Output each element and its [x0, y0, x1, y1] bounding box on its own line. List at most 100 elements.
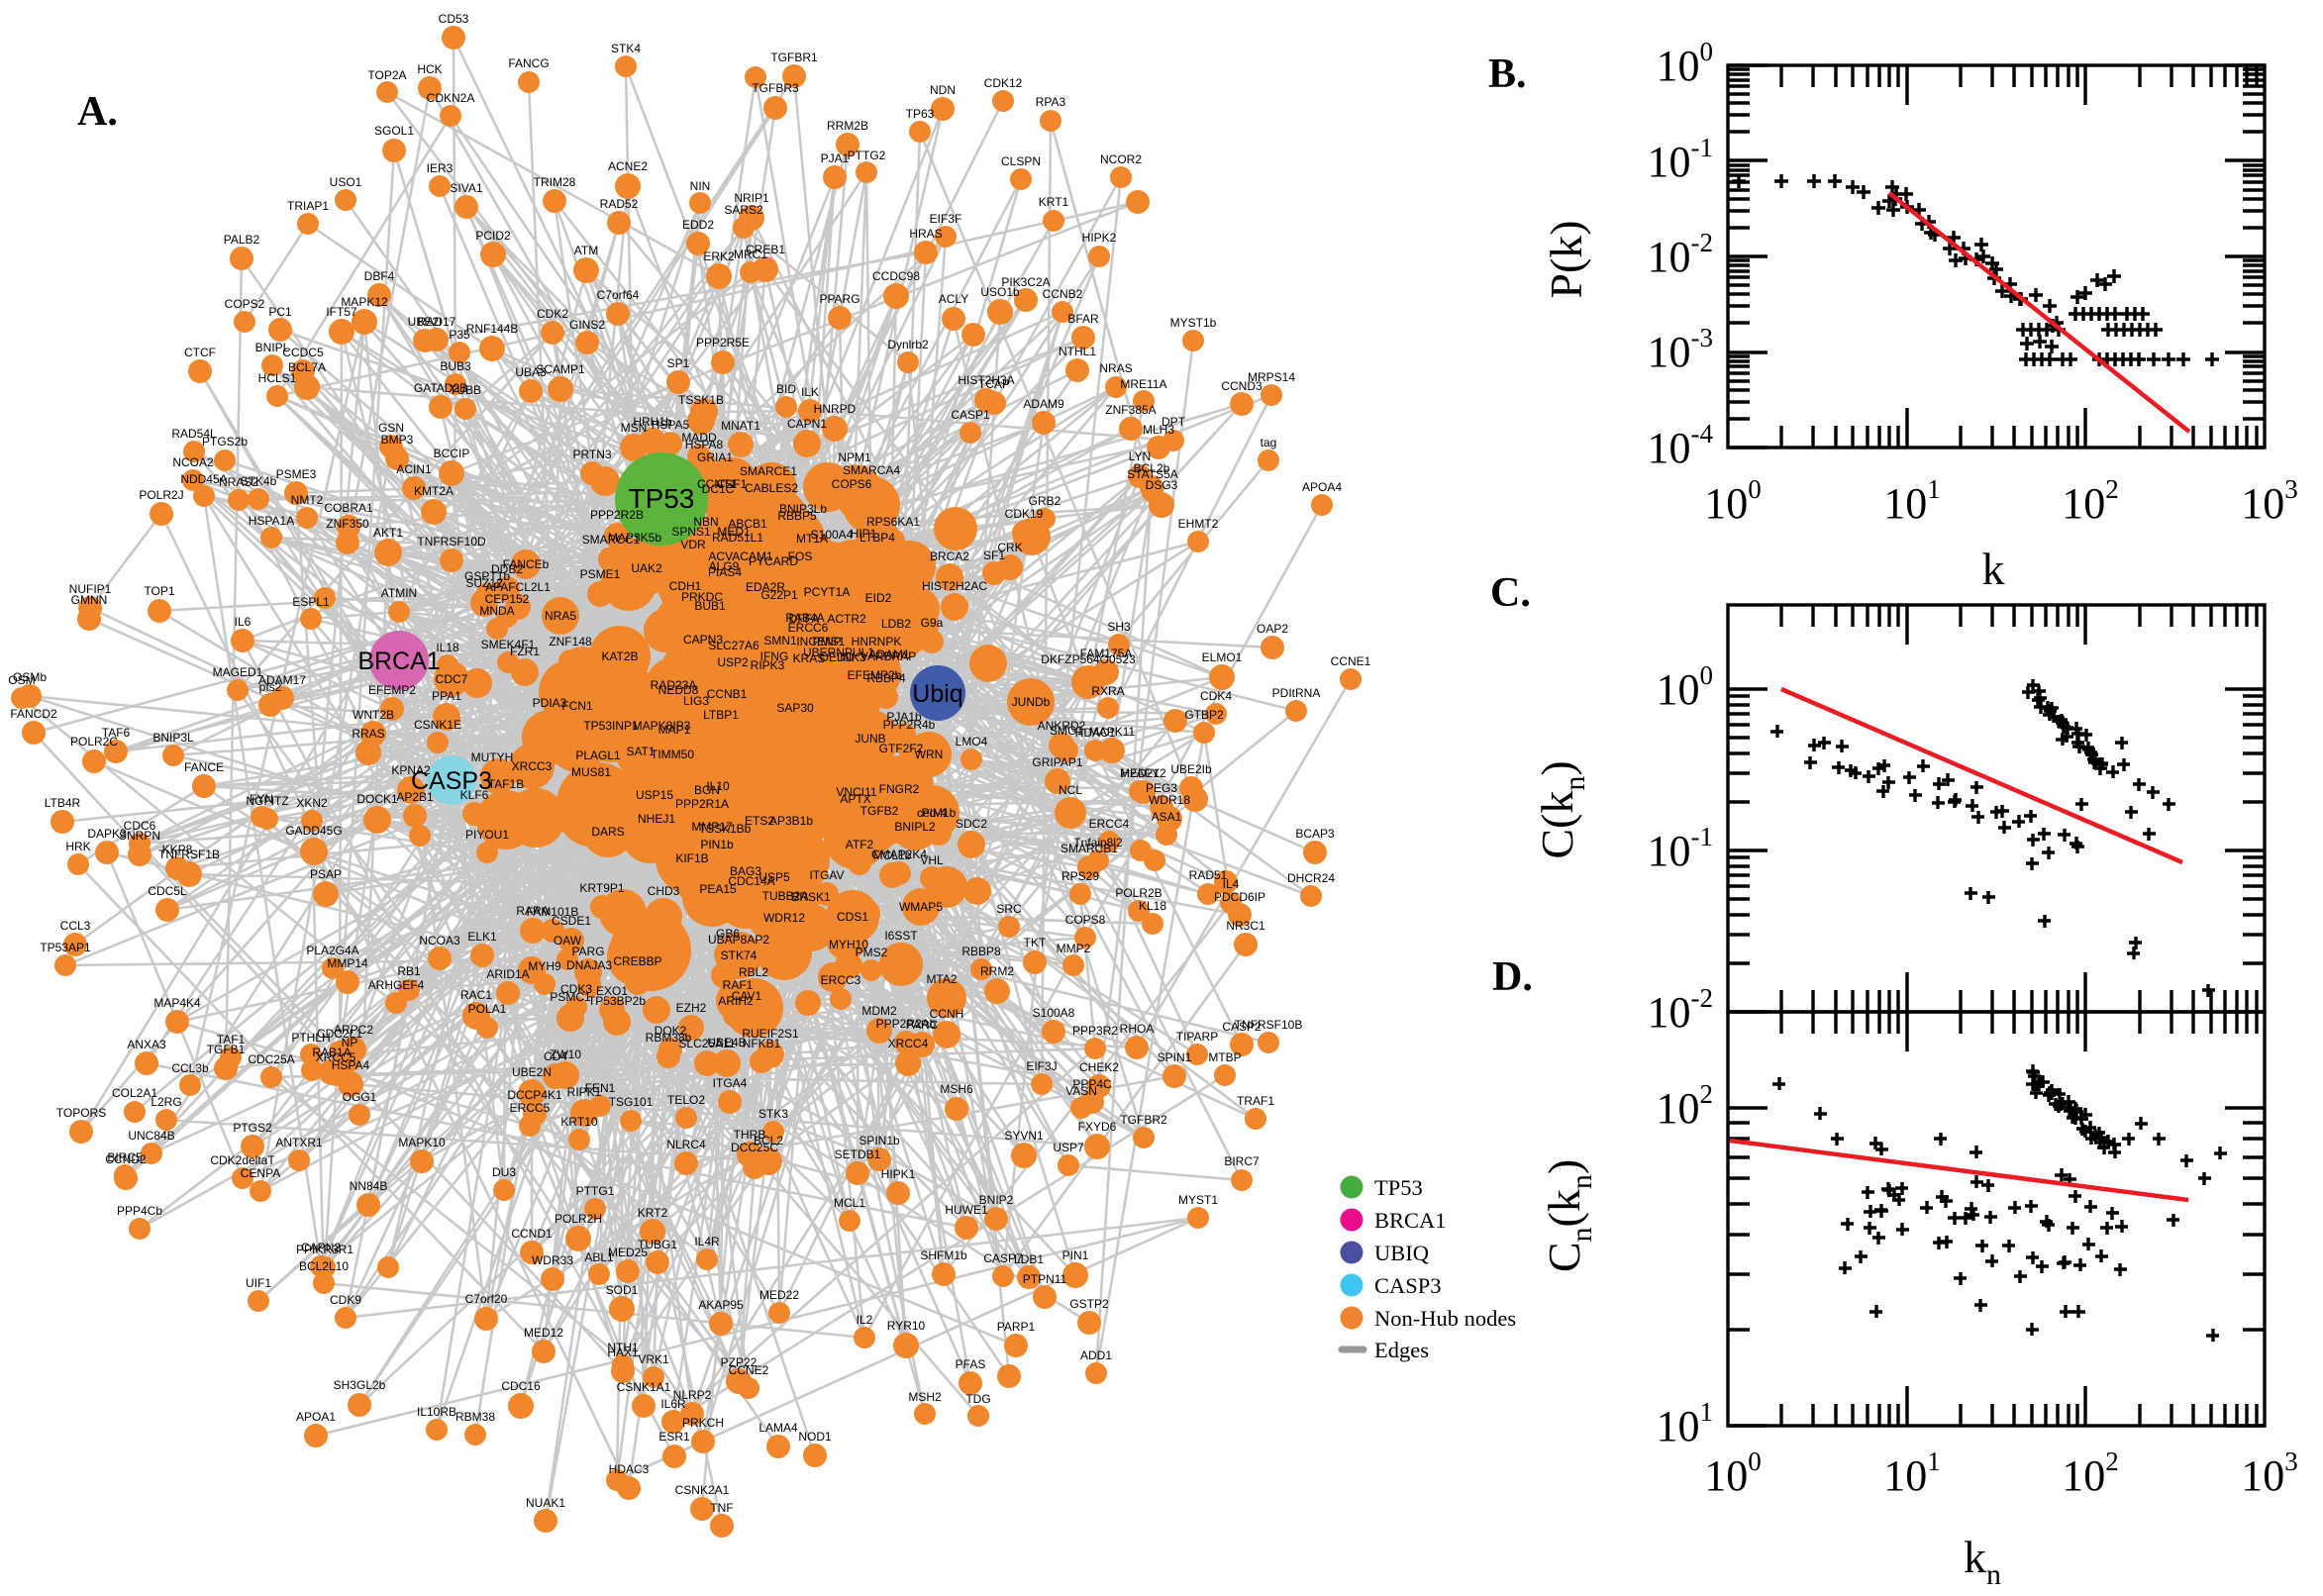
svg-text:PEA15: PEA15: [699, 882, 737, 896]
svg-text:BCL2: BCL2: [754, 1134, 783, 1147]
svg-text:CCDC5: CCDC5: [282, 346, 324, 359]
svg-text:APOA1: APOA1: [296, 1410, 336, 1424]
svg-text:TIPARP: TIPARP: [1176, 1030, 1218, 1044]
svg-text:TRAF1: TRAF1: [1237, 1094, 1274, 1108]
svg-text:C7orf20: C7orf20: [465, 1292, 508, 1306]
svg-text:RPS6KA1: RPS6KA1: [866, 515, 920, 529]
svg-text:HSPA4: HSPA4: [332, 1058, 370, 1072]
svg-text:SYVN1: SYVN1: [1004, 1129, 1044, 1143]
svg-text:SAT1: SAT1: [626, 745, 655, 758]
svg-text:ABL1: ABL1: [584, 1250, 614, 1264]
svg-text:RXRA: RXRA: [1091, 684, 1124, 698]
svg-text:S100A4: S100A4: [811, 528, 854, 542]
svg-text:CHEK2: CHEK2: [1079, 1060, 1119, 1074]
svg-text:RAF1: RAF1: [723, 978, 754, 992]
svg-text:DU3: DU3: [492, 1165, 516, 1179]
svg-text:PPP3R2: PPP3R2: [1072, 1024, 1118, 1038]
svg-text:BCAP3: BCAP3: [1295, 827, 1335, 841]
svg-text:SMG1: SMG1: [1050, 724, 1083, 738]
svg-text:CCNT1: CCNT1: [697, 477, 737, 491]
svg-text:SMARCA4: SMARCA4: [843, 463, 900, 477]
svg-text:HIP1: HIP1: [851, 527, 877, 541]
svg-text:BAG3: BAG3: [730, 864, 761, 878]
svg-text:WDR18: WDR18: [1149, 793, 1190, 807]
svg-text:PTTG1: PTTG1: [576, 1184, 615, 1198]
svg-text:IL18: IL18: [436, 641, 459, 654]
svg-text:IL2: IL2: [857, 1313, 873, 1327]
svg-text:MED25: MED25: [608, 1246, 648, 1259]
svg-text:MNDA: MNDA: [479, 604, 514, 618]
svg-text:NHEJ1: NHEJ1: [638, 812, 675, 826]
svg-text:CCNE2: CCNE2: [729, 1363, 769, 1377]
svg-text:LAMA4: LAMA4: [758, 1421, 798, 1435]
svg-text:KIF1B: KIF1B: [675, 851, 708, 865]
svg-text:PMS1: PMS1: [813, 635, 846, 648]
svg-text:KLF6: KLF6: [460, 788, 489, 802]
svg-text:PJA1b: PJA1b: [886, 710, 922, 724]
svg-text:CDK19: CDK19: [1005, 507, 1044, 521]
svg-text:CDK2: CDK2: [537, 307, 568, 321]
svg-text:PFAS: PFAS: [956, 1357, 986, 1371]
svg-text:PJA1: PJA1: [821, 151, 850, 165]
svg-text:COPS8: COPS8: [1065, 913, 1106, 927]
svg-text:ADD1: ADD1: [1080, 1348, 1112, 1362]
svg-text:IL6: IL6: [235, 615, 252, 629]
svg-text:TAF6: TAF6: [102, 726, 131, 740]
svg-text:TGFBR2: TGFBR2: [1120, 1113, 1167, 1127]
svg-text:PPP2R2Ab: PPP2R2Ab: [876, 1017, 937, 1031]
svg-text:IL6R: IL6R: [660, 1397, 686, 1411]
svg-text:UBA3: UBA3: [515, 365, 547, 379]
svg-text:CCNE1: CCNE1: [1331, 654, 1371, 668]
svg-text:BIRC7: BIRC7: [1224, 1154, 1260, 1168]
svg-text:LTBP1: LTBP1: [703, 708, 739, 722]
svg-text:COPS2: COPS2: [225, 297, 265, 311]
svg-text:CHD3: CHD3: [648, 884, 680, 898]
svg-text:TNF: TNF: [710, 1501, 733, 1515]
svg-text:TSG101: TSG101: [609, 1095, 654, 1109]
svg-text:10-1: 10-1: [1648, 822, 1714, 875]
svg-text:VASN: VASN: [1065, 1084, 1097, 1098]
svg-text:DFFA: DFFA: [789, 612, 820, 626]
svg-text:MYH10: MYH10: [829, 938, 868, 951]
svg-text:INCENP: INCENP: [796, 635, 841, 648]
svg-text:CDC25A: CDC25A: [248, 1052, 294, 1066]
svg-text:WNT2B: WNT2B: [353, 708, 394, 722]
svg-text:MMP17: MMP17: [691, 820, 733, 834]
svg-text:RRAS: RRAS: [352, 727, 384, 741]
svg-text:WMAP5: WMAP5: [899, 900, 943, 914]
svg-text:ANXA3: ANXA3: [127, 1038, 166, 1051]
svg-text:POLR2B: POLR2B: [1115, 886, 1162, 900]
svg-text:UBE2I: UBE2I: [408, 315, 443, 329]
svg-text:BFAR: BFAR: [1067, 312, 1099, 326]
svg-text:JUNDb: JUNDb: [1012, 695, 1051, 709]
svg-text:UBIQ: UBIQ: [1374, 1241, 1429, 1265]
svg-text:BCL2b: BCL2b: [1134, 461, 1170, 475]
svg-text:SMN1: SMN1: [763, 634, 797, 648]
svg-text:ABCB1: ABCB1: [728, 517, 767, 531]
svg-text:MUS81: MUS81: [571, 765, 611, 779]
svg-text:SUZ12: SUZ12: [465, 576, 503, 590]
svg-text:MLH3: MLH3: [1143, 423, 1174, 437]
svg-text:KAT2B: KAT2B: [601, 649, 638, 663]
svg-text:HSPA5: HSPA5: [652, 418, 690, 432]
svg-text:LMO4: LMO4: [956, 735, 988, 748]
svg-text:UIF1: UIF1: [246, 1276, 271, 1290]
svg-text:TELO2: TELO2: [667, 1093, 705, 1107]
svg-text:10-2: 10-2: [1648, 228, 1714, 281]
svg-text:PDCD6IP: PDCD6IP: [1214, 890, 1265, 904]
svg-text:RBBP5: RBBP5: [777, 509, 817, 523]
svg-text:SARS2: SARS2: [724, 203, 763, 217]
svg-text:THRB: THRB: [734, 1128, 766, 1142]
svg-text:PARG: PARG: [571, 945, 604, 958]
svg-text:DPT: DPT: [1162, 415, 1186, 429]
svg-text:MT1A: MT1A: [796, 532, 828, 546]
svg-text:MRC1: MRC1: [734, 248, 767, 261]
svg-text:CASP1: CASP1: [951, 408, 990, 422]
svg-text:SRC: SRC: [996, 902, 1022, 916]
svg-text:MAP1: MAP1: [658, 723, 691, 737]
svg-text:MED21: MED21: [1120, 766, 1160, 780]
svg-text:ARIH2: ARIH2: [718, 994, 754, 1008]
svg-text:BNIPL: BNIPL: [255, 341, 290, 354]
svg-text:HIPK2: HIPK2: [1082, 231, 1117, 245]
svg-text:ANKRD2: ANKRD2: [1038, 719, 1086, 733]
